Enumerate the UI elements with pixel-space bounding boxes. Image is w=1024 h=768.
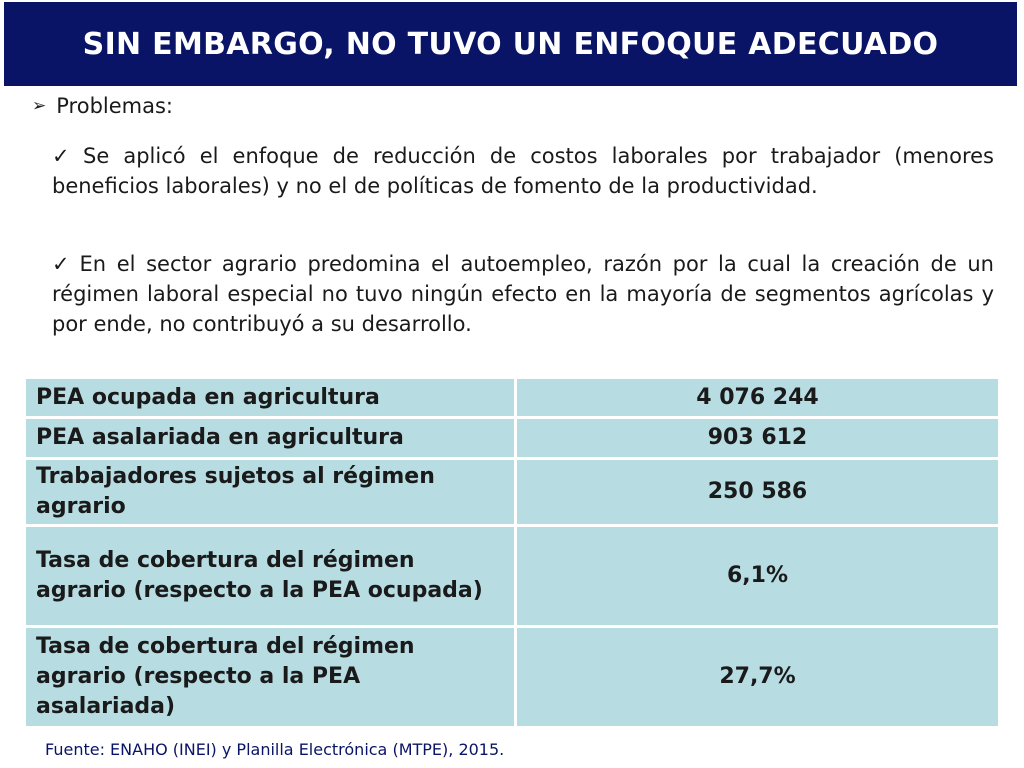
slide-title: SIN EMBARGO, NO TUVO UN ENFOQUE ADECUADO — [82, 26, 939, 62]
row-value: 250 586 — [514, 457, 1001, 527]
check-icon: ✓ — [52, 252, 74, 276]
row-label: PEA ocupada en agricultura — [23, 376, 517, 419]
check-item-2: ✓ En el sector agrario predomina el autoe… — [52, 249, 994, 339]
row-label: Tasa de cobertura del régimen agrario (r… — [23, 625, 517, 729]
row-value: 903 612 — [514, 416, 1001, 460]
table-row: Trabajadores sujetos al régimen agrario … — [23, 457, 1001, 527]
title-banner: SIN EMBARGO, NO TUVO UN ENFOQUE ADECUADO — [4, 2, 1017, 86]
row-value: 6,1% — [514, 524, 1001, 628]
check-item-1: ✓ Se aplicó el enfoque de reducción de co… — [52, 141, 994, 201]
bullet-label: Problemas: — [56, 94, 173, 118]
row-label: PEA asalariada en agricultura — [23, 416, 517, 460]
table-row: Tasa de cobertura del régimen agrario (r… — [23, 625, 1001, 729]
table-row: PEA asalariada en agricultura 903 612 — [23, 416, 1001, 460]
source-note: Fuente: ENAHO (INEI) y Planilla Electrón… — [45, 740, 505, 759]
row-value: 27,7% — [514, 625, 1001, 729]
data-table: PEA ocupada en agricultura 4 076 244 PEA… — [23, 376, 1001, 729]
check-icon: ✓ — [52, 144, 78, 168]
title-bar: SIN EMBARGO, NO TUVO UN ENFOQUE ADECUADO — [0, 0, 1024, 86]
check-item-text: En el sector agrario predomina el autoem… — [52, 252, 994, 336]
check-item-text: Se aplicó el enfoque de reducción de cos… — [52, 144, 994, 198]
table-row: Tasa de cobertura del régimen agrario (r… — [23, 524, 1001, 628]
arrow-right-icon: ➢ — [32, 96, 47, 116]
row-value: 4 076 244 — [514, 376, 1001, 419]
row-label: Trabajadores sujetos al régimen agrario — [23, 457, 517, 527]
table-row: PEA ocupada en agricultura 4 076 244 — [23, 376, 1001, 419]
row-label: Tasa de cobertura del régimen agrario (r… — [23, 524, 517, 628]
bullet-problemas: ➢ Problemas: — [32, 94, 173, 118]
